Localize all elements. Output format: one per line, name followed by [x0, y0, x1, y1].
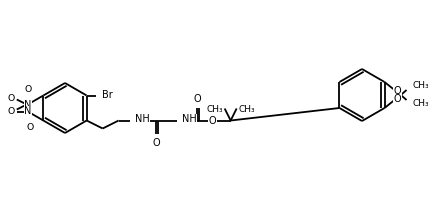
Text: Br: Br: [102, 91, 112, 101]
Text: O: O: [24, 84, 32, 93]
Text: O: O: [153, 139, 160, 149]
Text: NH: NH: [135, 114, 149, 124]
Text: O: O: [7, 94, 14, 103]
Text: O: O: [394, 86, 401, 96]
Text: O: O: [394, 94, 401, 104]
Text: CH₃: CH₃: [413, 100, 429, 109]
Text: CH₃: CH₃: [413, 82, 429, 91]
Text: CH₃: CH₃: [238, 104, 255, 113]
Text: O: O: [7, 107, 14, 116]
Text: CH₃: CH₃: [206, 104, 222, 113]
Text: N: N: [24, 106, 32, 116]
Text: N: N: [24, 100, 32, 110]
Text: O: O: [194, 93, 201, 103]
Text: NH: NH: [181, 114, 197, 124]
Text: O: O: [209, 115, 216, 125]
Text: O: O: [26, 122, 33, 132]
